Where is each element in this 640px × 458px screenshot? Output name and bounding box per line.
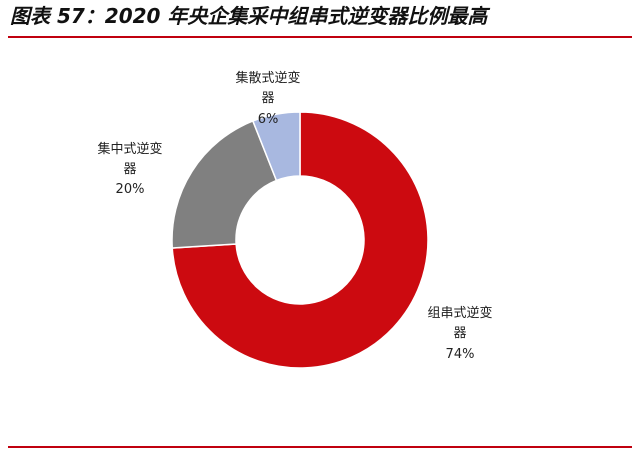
slice-label-distributed-inverter-line1: 集散式逆变 bbox=[235, 70, 300, 86]
label-group: 组串式逆变 器 74% 集中式逆变 器 20% 集散式逆变 器 6% bbox=[97, 70, 492, 362]
slice-central-inverter bbox=[171, 120, 278, 249]
slice-label-central-inverter-line2: 器 bbox=[123, 162, 136, 177]
top-rule bbox=[8, 36, 632, 38]
slice-label-distributed-inverter-line2: 器 bbox=[261, 91, 274, 106]
figure-title: 图表 57：2020 年央企集采中组串式逆变器比例最高 bbox=[10, 4, 488, 28]
slice-group bbox=[171, 111, 429, 369]
slice-value-string-inverter: 74% bbox=[446, 347, 475, 362]
slice-value-central-inverter: 20% bbox=[116, 182, 145, 197]
bottom-rule bbox=[8, 446, 632, 448]
slice-label-central-inverter-line1: 集中式逆变 bbox=[97, 141, 162, 157]
slice-distributed-inverter bbox=[251, 111, 301, 182]
slice-label-string-inverter-line2: 器 bbox=[453, 326, 466, 341]
slice-string-inverter bbox=[171, 111, 429, 369]
slice-label-string-inverter-line1: 组串式逆变 bbox=[427, 305, 492, 321]
slice-value-distributed-inverter: 6% bbox=[258, 112, 279, 127]
